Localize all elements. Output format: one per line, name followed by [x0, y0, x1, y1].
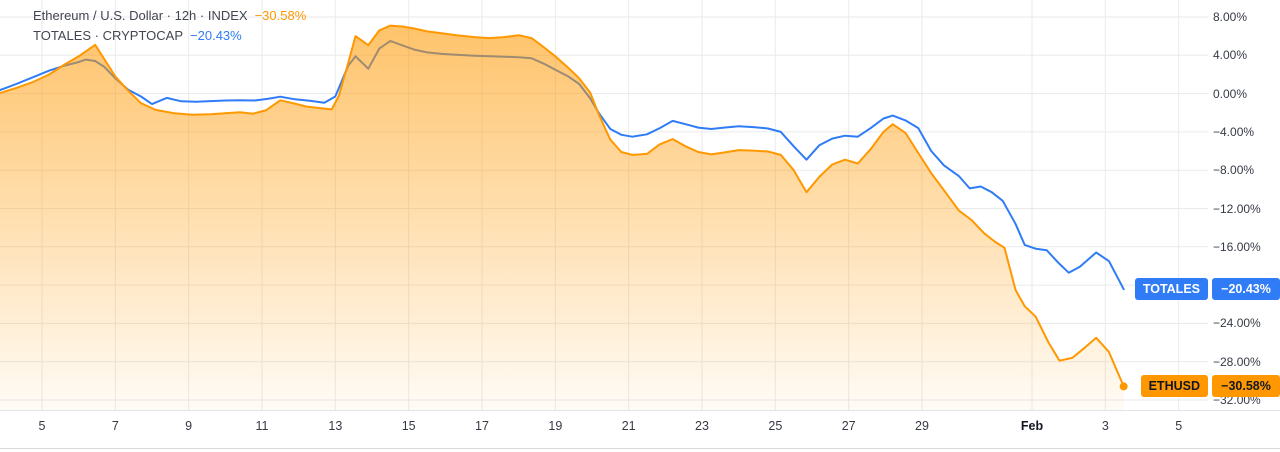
price-tick-label: −24.00% — [1213, 316, 1261, 331]
time-tick-label: 23 — [695, 419, 709, 433]
legend-ethusd-change: −30.58% — [254, 8, 307, 23]
time-tick-label: 11 — [255, 419, 269, 433]
time-tick-label: 7 — [111, 419, 119, 433]
time-tick-label: 17 — [475, 419, 489, 433]
legend-row-totales[interactable]: TOTALES · CRYPTOCAP −20.43% — [33, 26, 306, 46]
time-tick-label: 5 — [1175, 419, 1183, 433]
price-tick-label: 4.00% — [1213, 48, 1248, 63]
ethusd-last-value-badge: −30.58% — [1212, 375, 1280, 398]
legend-ethusd-title: Ethereum / U.S. Dollar · 12h · INDEX — [33, 8, 248, 23]
price-tick-label: −28.00% — [1213, 354, 1261, 369]
price-tick-label: 0.00% — [1213, 86, 1248, 101]
time-tick-label: 25 — [768, 419, 783, 433]
time-tick-label: 9 — [185, 419, 193, 433]
price-tick-label: 8.00% — [1213, 10, 1248, 24]
time-tick-label: 21 — [621, 419, 636, 433]
time-tick-label: 5 — [38, 419, 46, 433]
legend-totales-change: −20.43% — [190, 28, 242, 43]
time-tick-label: 15 — [401, 419, 416, 433]
price-tick-label: −12.00% — [1213, 201, 1261, 216]
price-tick-label: −4.00% — [1213, 124, 1255, 139]
legend-row-ethusd[interactable]: Ethereum / U.S. Dollar · 12h · INDEX −30.… — [33, 6, 306, 26]
ethusd-series-label: ETHUSD — [1140, 375, 1208, 398]
time-tick-label: Feb — [1020, 419, 1044, 433]
ethusd-area-fill — [0, 25, 1124, 410]
time-tick-label: 13 — [328, 419, 343, 433]
time-tick-label: 27 — [841, 419, 856, 433]
totales-series-label: TOTALES — [1134, 278, 1208, 301]
time-tick-label: 29 — [915, 419, 929, 433]
price-tick-label: −8.00% — [1213, 163, 1255, 178]
ethusd-line — [0, 24, 1125, 388]
time-tick-label: 19 — [548, 419, 563, 433]
ethusd-last-point-dot — [1119, 382, 1128, 391]
price-tick-label: −16.00% — [1213, 239, 1261, 254]
time-tick-label: 3 — [1101, 419, 1109, 433]
totales-last-value-badge: −20.43% — [1212, 278, 1280, 301]
legend-totales-title: TOTALES · CRYPTOCAP — [33, 28, 184, 43]
legend: Ethereum / U.S. Dollar · 12h · INDEX −30.… — [33, 6, 306, 46]
